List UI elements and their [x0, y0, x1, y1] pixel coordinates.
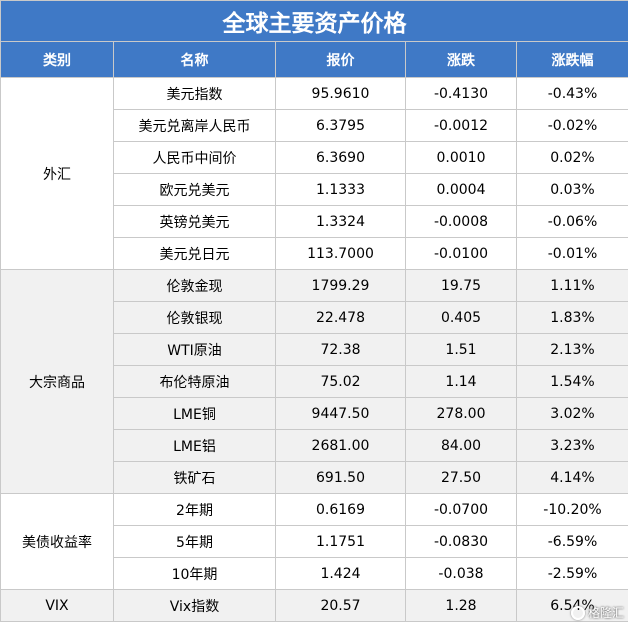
table-row: 美债收益率 2年期 0.6169 -0.0700 -10.20%: [0, 493, 628, 590]
change-pct-cell: -10.20%: [516, 493, 628, 526]
price-cell: 1.1751: [275, 525, 406, 558]
asset-name-cell: 欧元兑美元: [113, 173, 276, 206]
asset-name-cell: 伦敦金现: [113, 269, 276, 302]
change-pct-cell: 4.14%: [516, 461, 628, 494]
asset-name-cell: 英镑兑美元: [113, 205, 276, 238]
table-row: VIX Vix指数 20.57 1.28 6.54%: [0, 589, 628, 622]
asset-name-cell: 美元兑日元: [113, 237, 276, 270]
asset-name-cell: LME铝: [113, 429, 276, 462]
change-cell: 1.51: [405, 333, 517, 366]
change-cell: 19.75: [405, 269, 517, 302]
asset-name-cell: Vix指数: [113, 589, 276, 622]
table-row: 布伦特原油 75.02 1.14 1.54%: [1, 365, 628, 398]
price-cell: 72.38: [275, 333, 406, 366]
change-cell: -0.038: [405, 557, 517, 590]
title-row: 全球主要资产价格: [0, 0, 628, 42]
header-price: 报价: [275, 41, 406, 78]
asset-name-cell: 5年期: [113, 525, 276, 558]
category-cell: 外汇: [0, 77, 114, 270]
change-cell: -0.0830: [405, 525, 517, 558]
asset-name-cell: LME铜: [113, 397, 276, 430]
asset-name-cell: 美元指数: [113, 77, 276, 110]
price-cell: 75.02: [275, 365, 406, 398]
price-cell: 6.3795: [275, 109, 406, 142]
price-cell: 0.6169: [275, 493, 406, 526]
table-body: 外汇 美元指数 95.9610 -0.4130 -0.43% 美元兑离岸人民币 6.3795…: [0, 77, 628, 622]
price-cell: 1.1333: [275, 173, 406, 206]
change-cell: 84.00: [405, 429, 517, 462]
table-row: 人民币中间价 6.3690 0.0010 0.02%: [1, 141, 628, 174]
change-cell: -0.0700: [405, 493, 517, 526]
asset-name-cell: 铁矿石: [113, 461, 276, 494]
change-cell: 0.0010: [405, 141, 517, 174]
watermark-logo-icon: [570, 605, 585, 620]
change-pct-cell: 1.11%: [516, 269, 628, 302]
header-name: 名称: [113, 41, 276, 78]
watermark-text: 格隆汇: [587, 606, 624, 620]
asset-name-cell: 美元兑离岸人民币: [113, 109, 276, 142]
change-pct-cell: 0.02%: [516, 141, 628, 174]
category-cell: VIX: [0, 589, 114, 622]
change-pct-cell: 0.03%: [516, 173, 628, 206]
change-cell: -0.0008: [405, 205, 517, 238]
table-title: 全球主要资产价格: [0, 0, 628, 42]
change-cell: 278.00: [405, 397, 517, 430]
change-cell: 1.28: [405, 589, 517, 622]
asset-name-cell: 布伦特原油: [113, 365, 276, 398]
table-row: 美元兑离岸人民币 6.3795 -0.0012 -0.02%: [1, 109, 628, 142]
asset-name-cell: 人民币中间价: [113, 141, 276, 174]
price-cell: 22.478: [275, 301, 406, 334]
price-cell: 1.3324: [275, 205, 406, 238]
change-pct-cell: 3.02%: [516, 397, 628, 430]
price-cell: 95.9610: [275, 77, 406, 110]
change-cell: 0.0004: [405, 173, 517, 206]
table-row: 5年期 1.1751 -0.0830 -6.59%: [1, 525, 628, 558]
price-cell: 1.424: [275, 557, 406, 590]
table-row: 欧元兑美元 1.1333 0.0004 0.03%: [1, 173, 628, 206]
asset-name-cell: 2年期: [113, 493, 276, 526]
header-row: 类别 名称 报价 涨跌 涨跌幅: [0, 41, 628, 78]
change-cell: 27.50: [405, 461, 517, 494]
price-cell: 6.3690: [275, 141, 406, 174]
watermark: 格隆汇: [570, 604, 624, 621]
header-change: 涨跌: [405, 41, 517, 78]
category-cell: 美债收益率: [0, 493, 114, 590]
change-cell: -0.0100: [405, 237, 517, 270]
change-pct-cell: 3.23%: [516, 429, 628, 462]
table-row: LME铜 9447.50 278.00 3.02%: [1, 397, 628, 430]
header-change-pct: 涨跌幅: [516, 41, 628, 78]
category-cell: 大宗商品: [0, 269, 114, 494]
table-row: WTI原油 72.38 1.51 2.13%: [1, 333, 628, 366]
asset-name-cell: 伦敦银现: [113, 301, 276, 334]
price-cell: 1799.29: [275, 269, 406, 302]
price-cell: 691.50: [275, 461, 406, 494]
table-row: LME铝 2681.00 84.00 3.23%: [1, 429, 628, 462]
asset-name-cell: 10年期: [113, 557, 276, 590]
change-pct-cell: -0.43%: [516, 77, 628, 110]
change-pct-cell: 1.54%: [516, 365, 628, 398]
price-cell: 2681.00: [275, 429, 406, 462]
change-pct-cell: -6.59%: [516, 525, 628, 558]
change-pct-cell: -0.02%: [516, 109, 628, 142]
table-row: 英镑兑美元 1.3324 -0.0008 -0.06%: [1, 205, 628, 238]
header-category: 类别: [0, 41, 114, 78]
change-pct-cell: 2.13%: [516, 333, 628, 366]
change-cell: -0.0012: [405, 109, 517, 142]
price-cell: 20.57: [275, 589, 406, 622]
change-pct-cell: -2.59%: [516, 557, 628, 590]
change-cell: 1.14: [405, 365, 517, 398]
table-row: 外汇 美元指数 95.9610 -0.4130 -0.43%: [0, 77, 628, 270]
change-cell: 0.405: [405, 301, 517, 334]
table-row: 伦敦银现 22.478 0.405 1.83%: [1, 301, 628, 334]
price-cell: 9447.50: [275, 397, 406, 430]
table-row: 10年期 1.424 -0.038 -2.59%: [1, 557, 628, 590]
change-pct-cell: -0.06%: [516, 205, 628, 238]
change-pct-cell: -0.01%: [516, 237, 628, 270]
price-cell: 113.7000: [275, 237, 406, 270]
change-pct-cell: 1.83%: [516, 301, 628, 334]
table-row: 大宗商品 伦敦金现 1799.29 19.75 1.11%: [0, 269, 628, 494]
change-cell: -0.4130: [405, 77, 517, 110]
asset-name-cell: WTI原油: [113, 333, 276, 366]
